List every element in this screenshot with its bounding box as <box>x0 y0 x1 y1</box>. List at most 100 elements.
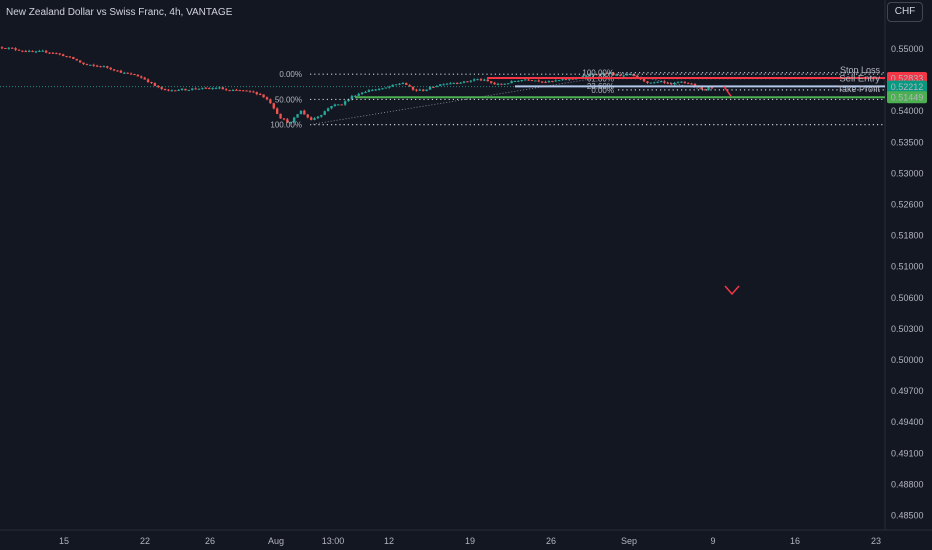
candle-body <box>14 48 17 50</box>
candle-body <box>282 118 286 120</box>
candle-body <box>27 50 31 52</box>
candle-body <box>255 92 258 95</box>
candle-body <box>51 52 55 54</box>
candle-body <box>157 85 160 88</box>
candle-body <box>38 50 41 52</box>
candle-body <box>687 82 690 84</box>
stop-loss-label: Stop Loss <box>840 65 881 75</box>
y-tick-label: 0.50300 <box>891 324 924 334</box>
candle-body <box>418 89 422 91</box>
candle-body <box>377 89 381 91</box>
candle-body <box>347 99 350 102</box>
fib-level-label: 100.00% <box>582 69 614 78</box>
candle-body <box>517 80 520 82</box>
candle-body <box>61 54 65 57</box>
candle-body <box>340 104 343 106</box>
candle-body <box>625 74 629 76</box>
y-tick-label: 0.48800 <box>891 479 924 489</box>
candle-body <box>143 77 146 80</box>
candle-body <box>591 74 595 76</box>
candle-body <box>218 87 221 89</box>
candle-body <box>320 114 323 117</box>
candle-body <box>442 84 445 86</box>
candle-body <box>146 79 150 83</box>
candle-body <box>82 62 85 65</box>
candle-body <box>163 88 167 90</box>
candle-body <box>7 47 10 49</box>
candle-body <box>374 89 377 91</box>
candle-body <box>269 99 272 104</box>
candle-body <box>415 89 418 91</box>
candle-body <box>473 79 476 81</box>
candle-body <box>252 91 255 93</box>
candle-body <box>544 81 547 83</box>
candle-body <box>241 90 245 92</box>
x-tick-label: Aug <box>268 536 284 546</box>
candle-body <box>272 103 275 109</box>
candle-body <box>527 79 530 81</box>
candle-body <box>296 114 299 118</box>
fib-trend-line <box>309 73 621 126</box>
candle-body <box>95 65 99 67</box>
candle-body <box>367 90 371 93</box>
candle-body <box>693 83 697 87</box>
candle-body <box>534 80 537 82</box>
candle-body <box>388 86 391 88</box>
candle-body <box>405 82 408 85</box>
candle-body <box>561 79 564 81</box>
candle-body <box>58 53 61 55</box>
candle-body <box>632 74 636 76</box>
y-tick-label: 0.51000 <box>891 262 924 272</box>
candle-body <box>323 111 326 115</box>
candle-body <box>4 47 7 49</box>
fib-level-label: 50.00% <box>275 95 302 104</box>
candles <box>0 46 714 124</box>
candle-body <box>670 83 673 85</box>
candle-body <box>608 72 612 74</box>
candle-body <box>493 82 496 85</box>
candle-body <box>500 83 503 85</box>
candle-body <box>343 101 347 105</box>
y-tick-label: 0.48500 <box>891 511 924 521</box>
candle-body <box>211 88 214 90</box>
y-tick-label: 0.49100 <box>891 448 924 458</box>
candle-body <box>221 87 225 90</box>
candle-body <box>384 87 388 89</box>
candle-body <box>619 74 622 76</box>
arrow-icon <box>724 285 740 296</box>
candle-body <box>313 118 316 120</box>
candle-body <box>408 84 411 87</box>
y-tick-label: 0.50600 <box>891 293 924 303</box>
candle-body <box>21 50 24 52</box>
candle-body <box>248 90 252 92</box>
candle-body <box>68 56 72 58</box>
candle-body <box>116 70 119 72</box>
candle-body <box>129 73 133 75</box>
stop-loss-price: 0.52833 <box>891 74 924 84</box>
candle-body <box>588 74 591 76</box>
candle-body <box>483 79 486 81</box>
candle-body <box>680 81 683 83</box>
candle-body <box>126 72 129 74</box>
currency-button[interactable]: CHF <box>887 2 923 22</box>
candle-body <box>605 73 608 75</box>
candle-body <box>435 85 439 87</box>
candle-body <box>208 88 211 90</box>
y-tick-label: 0.54000 <box>891 106 924 116</box>
candle-body <box>520 79 523 81</box>
candle-body <box>676 82 680 84</box>
take-profit-label: Take Profit <box>837 84 880 94</box>
candle-body <box>710 87 714 89</box>
x-tick-label: 9 <box>710 536 715 546</box>
candle-body <box>401 82 405 84</box>
candle-body <box>700 87 704 90</box>
candle-body <box>432 86 435 88</box>
candle-body <box>683 81 687 83</box>
candle-body <box>303 110 306 115</box>
candle-body <box>326 108 330 112</box>
x-tick-label: Sep <box>621 536 637 546</box>
candle-body <box>279 113 282 119</box>
candle-body <box>489 81 493 83</box>
candle-body <box>456 82 459 84</box>
